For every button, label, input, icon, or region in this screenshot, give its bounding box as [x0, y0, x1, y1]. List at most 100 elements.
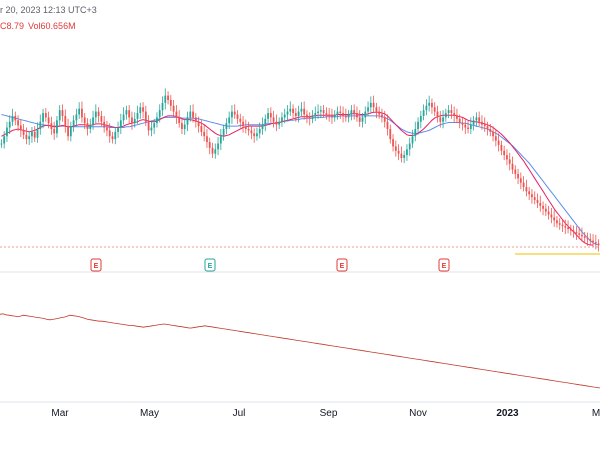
candle	[200, 120, 203, 137]
candle	[47, 111, 50, 129]
candle	[244, 119, 247, 134]
candle	[108, 123, 111, 143]
candle	[408, 137, 411, 156]
header-volume: Vol60.656M	[28, 21, 76, 31]
candle	[33, 126, 36, 143]
candle	[456, 108, 458, 124]
candle	[42, 108, 44, 129]
main-price-pane[interactable]	[0, 88, 600, 252]
candle	[367, 101, 369, 116]
candle	[258, 122, 261, 139]
candle	[189, 105, 192, 122]
candle	[167, 91, 169, 105]
candle	[72, 115, 75, 132]
candle	[236, 110, 239, 124]
candle	[497, 133, 500, 152]
x-tick-label: 2023	[496, 408, 519, 419]
candle	[3, 131, 6, 149]
candle	[275, 114, 278, 132]
candle	[428, 95, 431, 112]
candle	[194, 113, 197, 128]
candle	[372, 95, 375, 114]
candle	[50, 116, 53, 135]
lower-indicator-pane[interactable]	[0, 313, 600, 389]
candle	[311, 110, 314, 124]
candle	[506, 149, 508, 166]
candle	[264, 114, 267, 132]
candle	[553, 210, 556, 227]
candle	[453, 106, 456, 123]
candle	[514, 165, 517, 180]
candle	[169, 94, 172, 111]
candle	[128, 105, 131, 124]
candle	[322, 105, 325, 118]
candle	[392, 134, 394, 152]
candle	[417, 117, 419, 135]
candle	[314, 106, 317, 122]
candle	[589, 233, 592, 245]
candle	[131, 111, 133, 130]
candle	[228, 111, 231, 129]
candle	[242, 115, 244, 133]
candle	[450, 104, 453, 119]
candle	[467, 121, 469, 134]
candle	[14, 111, 17, 126]
candle	[494, 129, 497, 147]
candle	[150, 120, 153, 137]
candle	[192, 104, 194, 123]
candle	[22, 123, 25, 140]
candle	[414, 121, 417, 142]
candle	[158, 104, 161, 123]
candle	[178, 110, 181, 128]
candle	[486, 121, 489, 136]
candle	[344, 108, 347, 122]
candle	[492, 126, 494, 142]
candle	[469, 117, 472, 135]
earnings-marker[interactable]: E	[90, 258, 102, 272]
candle	[583, 231, 586, 244]
candle	[100, 110, 103, 127]
candle	[319, 105, 322, 119]
candle	[283, 108, 286, 124]
candle	[406, 144, 408, 161]
candle	[211, 142, 214, 158]
candle	[403, 150, 406, 164]
candle	[278, 117, 281, 129]
candle	[369, 96, 372, 113]
candle	[203, 125, 206, 142]
earnings-marker[interactable]: E	[438, 258, 450, 272]
candle	[533, 191, 536, 205]
candle	[83, 113, 86, 129]
svg-text:E: E	[340, 263, 345, 270]
candle	[483, 117, 486, 132]
candle	[597, 239, 600, 252]
candle	[122, 107, 125, 125]
earnings-marker[interactable]: E	[204, 258, 216, 272]
candle	[397, 144, 400, 161]
candle	[78, 102, 81, 119]
candle	[58, 105, 61, 126]
candle	[536, 193, 539, 209]
candle	[144, 105, 147, 127]
candle	[353, 104, 356, 120]
candle	[117, 121, 119, 138]
candle	[69, 121, 72, 142]
candle	[222, 124, 225, 141]
candle	[139, 102, 142, 119]
svg-text:E: E	[94, 263, 99, 270]
candle	[531, 189, 533, 204]
earnings-marker[interactable]: E	[336, 258, 348, 272]
candle	[339, 105, 342, 119]
candle	[489, 123, 492, 137]
candle	[25, 127, 28, 145]
candle	[172, 100, 175, 118]
candle	[0, 139, 3, 148]
candle	[444, 108, 447, 122]
ma-fast-line	[1, 111, 594, 246]
candle	[36, 122, 39, 143]
candle	[542, 201, 544, 216]
candle	[233, 104, 236, 119]
candle	[239, 113, 242, 128]
